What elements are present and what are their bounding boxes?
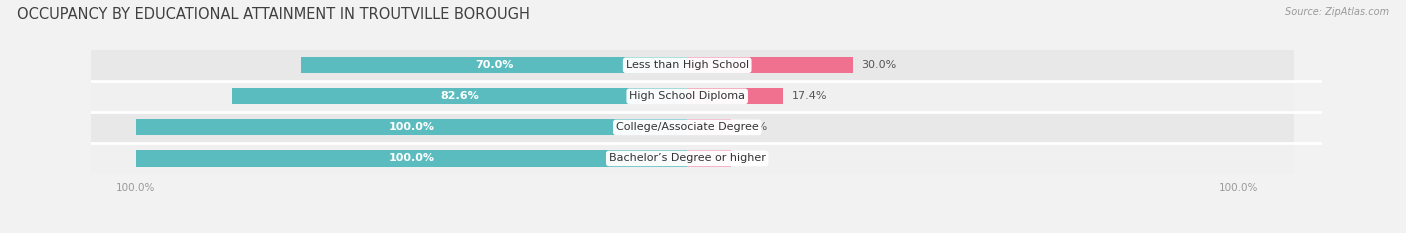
- Bar: [688, 150, 731, 167]
- Text: OCCUPANCY BY EDUCATIONAL ATTAINMENT IN TROUTVILLE BOROUGH: OCCUPANCY BY EDUCATIONAL ATTAINMENT IN T…: [17, 7, 530, 22]
- Text: Bachelor’s Degree or higher: Bachelor’s Degree or higher: [609, 154, 766, 163]
- Text: 82.6%: 82.6%: [440, 91, 478, 101]
- Bar: [232, 88, 688, 104]
- Text: 17.4%: 17.4%: [792, 91, 827, 101]
- Bar: [688, 119, 731, 135]
- Text: 70.0%: 70.0%: [475, 60, 513, 70]
- Text: Less than High School: Less than High School: [626, 60, 749, 70]
- Text: 0.0%: 0.0%: [740, 122, 768, 132]
- Bar: [135, 150, 688, 167]
- Text: 100.0%: 100.0%: [388, 122, 434, 132]
- Bar: [688, 57, 852, 73]
- Text: High School Diploma: High School Diploma: [630, 91, 745, 101]
- Bar: [301, 57, 688, 73]
- Bar: [135, 119, 688, 135]
- Bar: [688, 88, 783, 104]
- Bar: [80, 81, 1294, 112]
- Text: College/Associate Degree: College/Associate Degree: [616, 122, 759, 132]
- Text: 0.0%: 0.0%: [740, 154, 768, 163]
- Bar: [80, 112, 1294, 143]
- Text: 100.0%: 100.0%: [388, 154, 434, 163]
- Text: 30.0%: 30.0%: [860, 60, 896, 70]
- Bar: [80, 50, 1294, 81]
- Bar: [80, 143, 1294, 174]
- Text: Source: ZipAtlas.com: Source: ZipAtlas.com: [1285, 7, 1389, 17]
